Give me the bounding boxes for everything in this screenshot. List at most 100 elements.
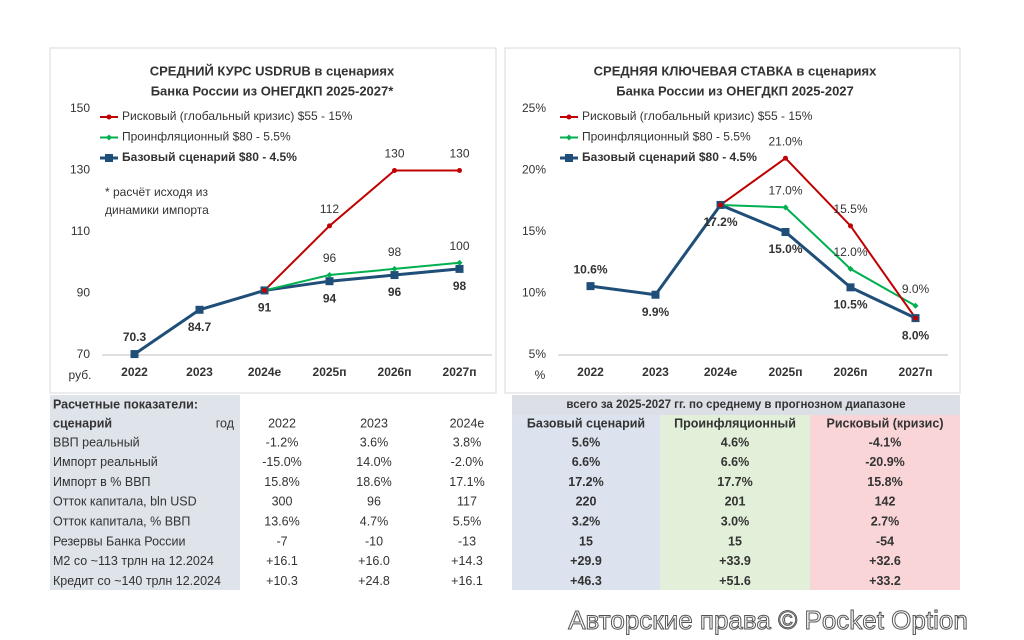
data-label: 96 [388,285,402,299]
y-tick-label: 5% [529,347,547,361]
table-row-label: Отток капитала, % ВВП [53,514,190,528]
legend-label: Проинфляционный $80 - 5.5% [582,130,751,144]
y-tick-label: 90 [77,286,91,300]
table-cell: 17.2% [568,475,603,489]
y-unit: руб. [69,368,92,382]
data-label: 8.0% [902,328,930,342]
table-cell: -1.2% [266,435,299,449]
data-label: 21.0% [768,134,802,148]
marker [195,305,204,314]
data-label: 98 [453,279,467,293]
table-cell: 17.7% [717,475,752,489]
y-tick-label: 10% [522,286,546,300]
marker [783,155,788,161]
table-forecast-header: всего за 2025-2027 гг. по среднему в про… [566,399,905,411]
data-label: 94 [323,291,337,305]
table-cell: +32.6 [869,554,901,568]
table-cell: +10.3 [266,574,298,588]
table-cell: 96 [367,495,381,509]
marker [106,114,112,120]
table-cell: +51.6 [719,574,751,588]
y-unit: % [535,368,546,382]
data-label: 112 [320,202,339,216]
x-tick-label: 2026п [834,365,868,379]
table-proinflation-column [660,415,810,590]
table-cell: 142 [875,495,896,509]
x-tick-label: 2023 [186,365,213,379]
data-label: 130 [449,147,469,161]
table-cell: +16.0 [358,554,390,568]
series-line [720,203,916,307]
table-header [50,395,240,415]
table-title: Расчетные показатели: [53,397,198,411]
data-label: 15.5% [833,202,867,216]
marker [326,272,333,279]
table-label-column [50,395,240,590]
table-cell: 220 [576,495,597,509]
marker [392,168,397,173]
table-cell: 5.6% [572,435,601,449]
x-tick-label: 2025п [313,365,347,379]
marker [391,265,398,272]
table-cell: 117 [457,495,477,509]
x-tick-label: 2023 [642,365,669,379]
chart-title: Банка России из ОНЕГДКП 2025-2027* [151,83,395,98]
watermark: Авторские права © Pocket Option [568,605,968,635]
table-cell: 4.6% [721,435,750,449]
marker [566,114,572,120]
table-base-column [512,415,660,590]
x-tick-label: 2022 [121,365,148,379]
data-label: 17.0% [768,184,802,198]
data-label: 70.3 [123,330,147,344]
x-tick-label: 2026п [378,365,412,379]
series-line [263,169,460,292]
legend-label: Рисковый (глобальный кризис) $55 - 15% [582,109,813,123]
marker [846,283,855,292]
data-label: 17.2% [703,215,737,229]
y-tick-label: 110 [71,224,90,238]
x-tick-label: 2024е [248,365,282,379]
legend-label: Базовый сценарий $80 - 4.5% [122,150,297,164]
x-tick-label: 2027п [899,365,933,379]
table-cell: 15.8% [264,475,299,489]
marker [782,204,789,211]
y-tick-label: 15% [522,224,546,238]
table-row-label: Кредит со ~140 трлн 12.2024 [53,574,221,588]
table-cell: +16.1 [451,574,483,588]
legend-label: Рисковый (глобальный кризис) $55 - 15% [122,109,353,123]
x-tick-label: 2027п [443,365,477,379]
marker [456,259,463,266]
data-label: 10.6% [573,262,607,276]
legend-label: Проинфляционный $80 - 5.5% [122,130,291,144]
table-cell: -2.0% [451,455,484,469]
y-tick-label: 25% [522,101,546,115]
table-cell: -7 [276,534,287,548]
annotation: * расчёт исходя из [105,185,208,199]
table-cell: 2.7% [871,514,900,528]
legend-label: Базовый сценарий $80 - 4.5% [582,150,757,164]
data-label: 15.0% [768,242,802,256]
marker [390,271,399,280]
data-label: 12.0% [833,245,867,259]
table-cell: +29.9 [570,554,602,568]
annotation: динамики импорта [105,203,209,217]
x-tick-label: 2025п [769,365,803,379]
table-cell: 18.6% [356,475,391,489]
table-cell: 201 [725,495,746,509]
table-cell: -10 [365,534,383,548]
data-label: 10.5% [833,298,867,312]
series-line [719,156,917,319]
table-row-label: Импорт в % ВВП [53,475,151,489]
data-label: 96 [323,251,337,265]
marker [455,264,464,273]
table-year: 2024е [450,416,485,430]
table-year: 2022 [268,416,296,430]
marker [457,168,462,173]
series-line [590,203,917,320]
table-scenario: Базовый сценарий [527,416,645,430]
marker [130,350,139,359]
table-cell: -54 [876,534,894,548]
data-label: 9.9% [642,305,670,319]
data-label: 130 [384,147,404,161]
table-cell: 5.5% [453,514,482,528]
